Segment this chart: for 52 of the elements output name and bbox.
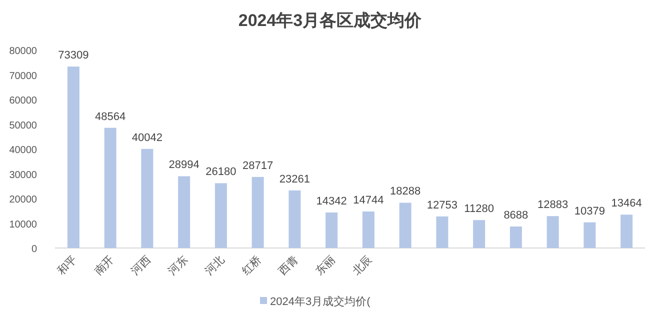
data-label: 14744 <box>353 194 384 207</box>
data-label: 11280 <box>464 203 494 216</box>
x-tick-label: 和平 <box>54 252 80 278</box>
bar <box>620 214 633 248</box>
y-tick-label: 30000 <box>9 170 38 181</box>
x-tick-label: 南开 <box>92 252 116 278</box>
data-label: 26180 <box>206 166 236 178</box>
bar <box>326 212 338 248</box>
y-tick-label: 10000 <box>9 219 38 230</box>
x-tick-label: 河东 <box>165 252 190 278</box>
bar <box>67 66 80 248</box>
bar <box>436 216 448 248</box>
data-label: 23261 <box>279 173 310 186</box>
bar <box>584 222 596 248</box>
data-label: 12753 <box>426 199 458 212</box>
y-tick-label: 0 <box>31 244 38 255</box>
x-tick-label: 红桥 <box>240 254 264 278</box>
data-label: 73309 <box>58 50 89 62</box>
x-tick-label: 东丽 <box>312 252 338 278</box>
data-label: 13464 <box>611 198 642 210</box>
bar <box>510 226 522 248</box>
data-label: 28994 <box>168 159 200 172</box>
data-label: 28717 <box>242 160 274 172</box>
data-label: 12883 <box>538 199 568 212</box>
bar <box>141 148 154 248</box>
bar <box>252 176 264 248</box>
y-tick-label: 50000 <box>9 120 38 132</box>
bar <box>214 183 227 248</box>
bar <box>473 220 486 248</box>
y-tick-label: 80000 <box>9 46 38 57</box>
data-label: 48564 <box>95 110 126 123</box>
bar <box>178 176 190 248</box>
bar <box>546 216 559 248</box>
data-label: 18288 <box>390 186 421 198</box>
y-tick-label: 40000 <box>9 145 38 156</box>
bar <box>399 202 412 248</box>
x-tick-label: 北辰 <box>350 252 375 278</box>
x-tick-label: 河北 <box>202 252 228 278</box>
legend-label: 2024年3月成交均价( <box>270 295 371 308</box>
chart-title: 2024年3月各区成交均价 <box>238 11 423 30</box>
data-label: 10379 <box>574 205 605 218</box>
data-label: 8688 <box>504 209 528 222</box>
y-tick-label: 20000 <box>9 194 38 206</box>
data-label: 40042 <box>132 132 162 144</box>
y-tick-label: 70000 <box>9 70 38 82</box>
bar <box>362 212 374 248</box>
x-tick-label: 西青 <box>276 252 301 278</box>
x-tick-label: 河西 <box>129 254 154 278</box>
bar <box>104 128 116 248</box>
bar <box>288 190 301 248</box>
data-label: 14342 <box>316 196 347 208</box>
y-tick-label: 60000 <box>9 96 38 106</box>
